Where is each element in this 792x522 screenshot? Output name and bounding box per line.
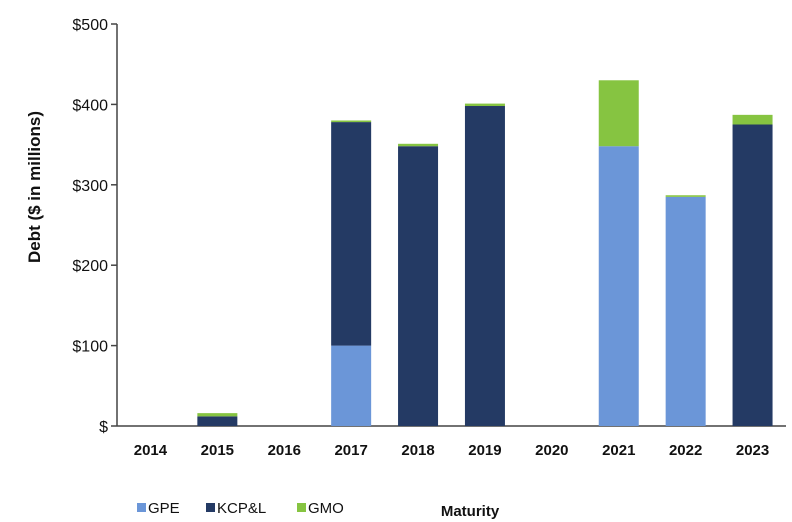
bar-segment-gpe-2022 [665,196,706,426]
bar-segment-gpe-2021 [598,146,639,426]
legend-label: GPE [148,500,180,517]
y-axis-label: Debt ($ in millions) [25,111,44,263]
bar-segment-gpe-2017 [331,345,372,426]
bar-segment-gmo-2015 [197,413,238,417]
bar-segment-gmo-2017 [331,120,372,123]
bar-segment-gmo-2021 [598,80,639,147]
x-axis-label: Maturity [441,503,500,520]
bar-segment-gmo-2022 [665,195,706,197]
bar-segment-kcpl-2015 [197,416,238,426]
legend-label: KCP&L [217,500,266,517]
x-tick-label: 2017 [334,442,367,459]
x-tick-label: 2016 [268,442,301,459]
y-tick-label: $200 [72,258,108,275]
y-axis-tick-labels: $ $100 $200 $300 $400 $500 [72,17,108,436]
bar-segment-kcpl-2023 [732,124,773,426]
legend-label: GMO [308,500,344,517]
bar-segment-gmo-2023 [732,114,773,125]
y-axis-ticks [111,23,117,427]
y-tick-label: $400 [72,97,108,114]
y-tick-label: $ [99,419,108,436]
legend-swatch [206,503,215,512]
bar-segment-gmo-2018 [398,143,439,147]
bar-segment-kcpl-2017 [331,122,372,346]
y-tick-label: $500 [72,17,108,34]
legend-swatch [297,503,306,512]
x-tick-label: 2019 [468,442,501,459]
bar-segment-gmo-2019 [464,103,505,107]
bars [197,80,773,427]
bar-segment-kcpl-2019 [464,106,505,427]
bar-segment-kcpl-2018 [398,146,439,426]
x-tick-label: 2018 [401,442,434,459]
x-tick-label: 2015 [201,442,234,459]
x-tick-label: 2020 [535,442,568,459]
y-tick-label: $100 [72,339,108,356]
x-axis-tick-labels: 2014 2015 2016 2017 2018 2019 2020 2021 2022 2023 [134,442,769,459]
x-tick-label: 2022 [669,442,702,459]
x-tick-label: 2014 [134,442,168,459]
y-tick-label: $300 [72,178,108,195]
x-tick-label: 2021 [602,442,635,459]
legend: GPE KCP&L GMO [137,500,344,517]
x-tick-label: 2023 [736,442,769,459]
legend-swatch [137,503,146,512]
